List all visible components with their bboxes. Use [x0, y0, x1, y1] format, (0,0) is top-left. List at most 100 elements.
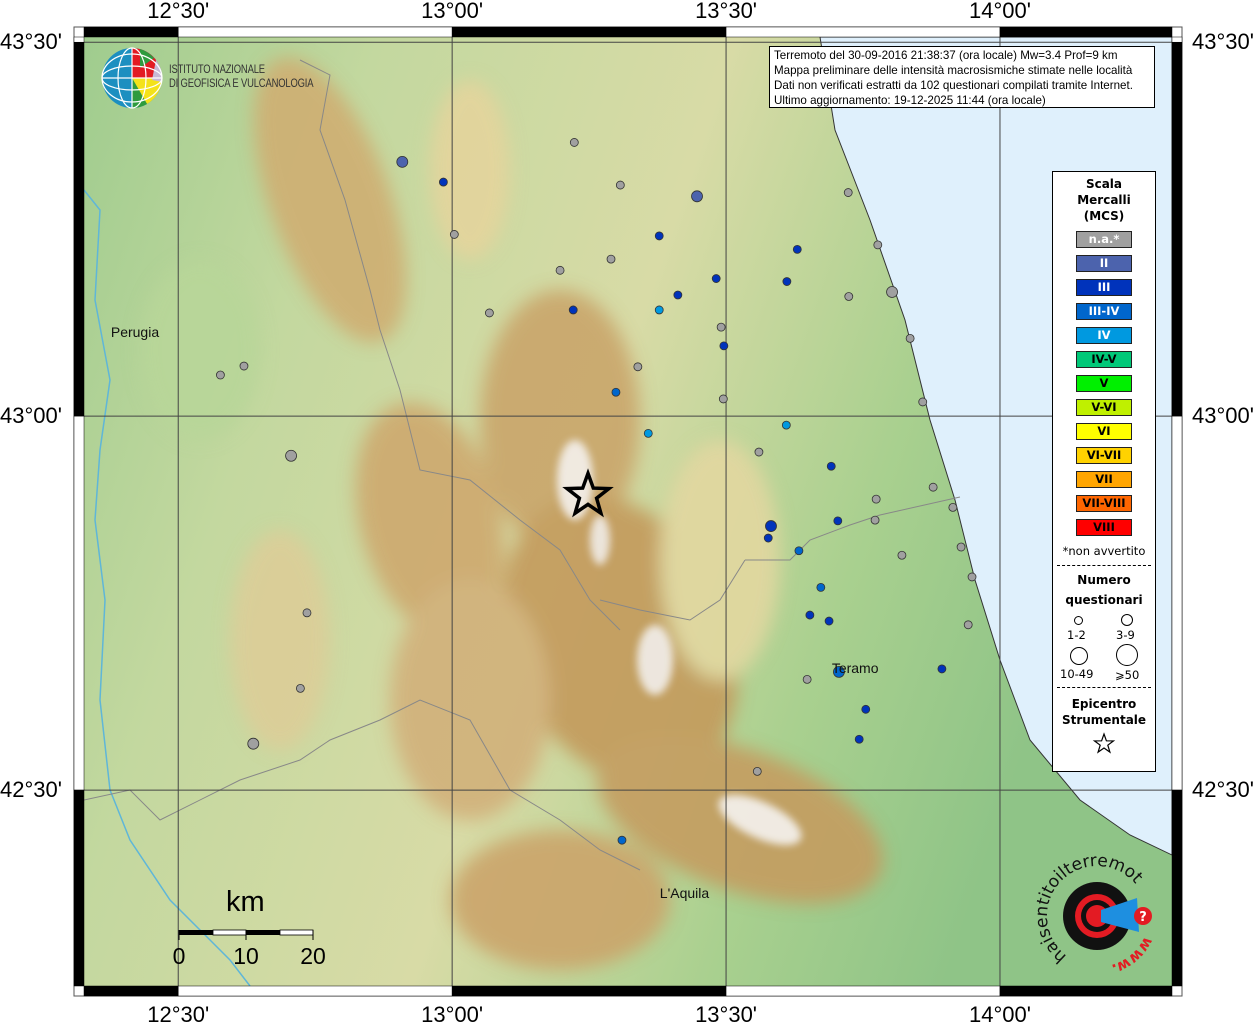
- intensity-point-III[interactable]: [438, 177, 448, 187]
- frame-segment: [73, 41, 85, 417]
- legend-title-line: (MCS): [1083, 209, 1125, 223]
- legend-class-VIII: VIII: [1076, 519, 1132, 536]
- intensity-point-na[interactable]: [886, 286, 898, 298]
- intensity-point-na[interactable]: [870, 515, 880, 525]
- intensity-point-na[interactable]: [928, 482, 938, 492]
- intensity-point-na[interactable]: [967, 572, 977, 582]
- intensity-point-na[interactable]: [716, 322, 726, 332]
- intensity-point-na[interactable]: [484, 308, 494, 318]
- intensity-point-na[interactable]: [718, 394, 728, 404]
- intensity-point-III[interactable]: [654, 231, 664, 241]
- svg-text:?: ?: [1139, 910, 1147, 925]
- intensity-point-na[interactable]: [905, 333, 915, 343]
- intensity-point-III[interactable]: [673, 290, 683, 300]
- epicenter-star[interactable]: [562, 468, 614, 518]
- legend-class-IV-V: IV-V: [1076, 351, 1132, 368]
- intensity-point-III[interactable]: [805, 610, 815, 620]
- terrain-layer: [84, 37, 1172, 986]
- legend-class-VII: VII: [1076, 471, 1132, 488]
- intensity-point-na[interactable]: [633, 362, 643, 372]
- map-frame: [73, 26, 1183, 997]
- intensity-point-III-IV[interactable]: [833, 666, 845, 678]
- intensity-point-III[interactable]: [711, 274, 721, 283]
- intensity-point-III-IV[interactable]: [617, 835, 627, 845]
- intensity-point-III[interactable]: [719, 341, 729, 351]
- intensity-point-II[interactable]: [396, 155, 409, 168]
- intensity-point-III[interactable]: [763, 533, 773, 543]
- intensity-point-na[interactable]: [239, 361, 249, 371]
- intensity-point-na[interactable]: [843, 188, 853, 197]
- intensity-point-na[interactable]: [302, 608, 312, 618]
- intensity-point-na[interactable]: [285, 449, 297, 462]
- scale-bar: [178, 929, 314, 940]
- legend-class-VII-VIII: VII-VIII: [1076, 495, 1132, 512]
- intensity-point-III[interactable]: [782, 277, 792, 286]
- legend-epicenter-line: Strumentale: [1061, 713, 1147, 727]
- size-label: 10-49: [1060, 667, 1094, 681]
- intensity-point-IV[interactable]: [643, 428, 653, 438]
- scale-label-0: 0: [172, 943, 186, 969]
- legend-intensity-classes: n.a.* II III III-IV IV IV-V V V-VI VI VI-VII VII VI…: [1053, 231, 1155, 536]
- intensity-point-na[interactable]: [247, 737, 260, 750]
- info-line-data-source: Dati non verificati estratti da 102 ques…: [774, 79, 1133, 92]
- intensity-point-III[interactable]: [833, 516, 843, 526]
- intensity-point-na[interactable]: [615, 180, 625, 190]
- intensity-point-III-IV[interactable]: [794, 546, 804, 556]
- intensity-point-III-IV[interactable]: [611, 387, 621, 397]
- frame-segment: [177, 26, 453, 38]
- intensity-point-III[interactable]: [792, 244, 802, 254]
- intensity-point-III[interactable]: [826, 461, 836, 471]
- ingv-logo-icon: [101, 47, 163, 109]
- intensity-point-na[interactable]: [216, 370, 225, 380]
- intensity-point-na[interactable]: [555, 265, 565, 275]
- legend-count-title-line: Numero: [1077, 573, 1131, 587]
- size-symbol-medium: [1121, 614, 1133, 626]
- legend-count-title: Numero questionari: [1053, 570, 1155, 610]
- intensity-point-II[interactable]: [691, 190, 703, 203]
- legend-class-III-IV: III-IV: [1076, 303, 1132, 320]
- intensity-point-na[interactable]: [295, 683, 305, 693]
- size-label: ⩾50: [1115, 668, 1140, 682]
- intensity-point-na[interactable]: [956, 542, 966, 552]
- size-symbol-small: [1074, 616, 1083, 625]
- legend-size-classes: 1-2 3-9 10-49 ⩾50: [1053, 610, 1155, 682]
- intensity-point-na[interactable]: [752, 766, 762, 776]
- intensity-point-III[interactable]: [824, 616, 834, 626]
- intensity-point-III[interactable]: [765, 520, 777, 532]
- intensity-point-na[interactable]: [569, 138, 579, 147]
- city-label: Perugia: [110, 323, 160, 340]
- intensity-point-III[interactable]: [854, 734, 864, 744]
- divider: [1057, 687, 1151, 688]
- intensity-point-na[interactable]: [873, 240, 883, 250]
- intensity-point-na[interactable]: [754, 447, 764, 457]
- frame-segment: [83, 26, 179, 38]
- intensity-point-III[interactable]: [568, 305, 578, 315]
- intensity-point-IV[interactable]: [654, 305, 664, 315]
- ingv-logo-text: ISTITUTO NAZIONALE DI GEOFISICA E VULCAN…: [169, 63, 314, 91]
- frame-segment: [1171, 789, 1183, 987]
- intensity-point-na[interactable]: [844, 292, 854, 301]
- lon-tick-bottom: 13°00': [421, 1002, 484, 1027]
- intensity-point-na[interactable]: [948, 502, 958, 512]
- intensity-point-na[interactable]: [802, 674, 812, 684]
- intensity-point-na[interactable]: [897, 550, 907, 560]
- intensity-point-III-IV[interactable]: [816, 583, 826, 592]
- size-label: 3-9: [1116, 628, 1135, 642]
- intensity-point-III[interactable]: [861, 704, 871, 714]
- intensity-point-na[interactable]: [606, 254, 616, 264]
- intensity-point-III[interactable]: [937, 664, 947, 674]
- intensity-point-na[interactable]: [963, 620, 973, 630]
- legend-class-V: V: [1076, 375, 1132, 392]
- legend-class-VI-VII: VI-VII: [1076, 447, 1132, 464]
- scale-label-20: 20: [300, 943, 326, 969]
- frame-segment: [1171, 36, 1183, 43]
- intensity-point-na[interactable]: [871, 494, 881, 504]
- intensity-point-na[interactable]: [449, 230, 459, 239]
- size-label: 1-2: [1067, 628, 1086, 642]
- intensity-point-IV[interactable]: [781, 420, 791, 430]
- intensity-point-na[interactable]: [918, 397, 928, 407]
- frame-segment: [999, 26, 1173, 38]
- lon-tick-bottom: 12°30': [147, 1002, 210, 1027]
- lon-tick-bottom: 13°30': [695, 1002, 758, 1027]
